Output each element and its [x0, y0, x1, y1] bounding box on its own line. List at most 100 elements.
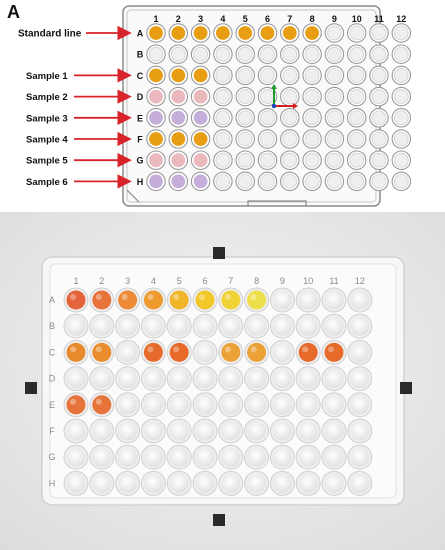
well-highlight	[95, 346, 102, 353]
well-empty	[393, 68, 409, 83]
column-label: 12	[396, 14, 406, 24]
well-filled	[171, 68, 186, 83]
well-empty	[324, 316, 344, 336]
well-empty	[237, 110, 253, 126]
well-empty	[92, 369, 112, 389]
column-label: 6	[265, 14, 270, 24]
well-filled	[149, 110, 163, 125]
well-empty	[195, 421, 215, 441]
well-empty	[195, 395, 215, 415]
well-highlight	[328, 346, 334, 353]
well-highlight	[70, 398, 76, 405]
well-empty	[350, 421, 370, 441]
well-empty	[349, 131, 365, 147]
well-empty	[304, 131, 320, 147]
column-label: 3	[125, 276, 130, 286]
well-empty	[169, 421, 189, 441]
well-empty	[350, 369, 370, 389]
well-empty	[92, 316, 112, 336]
well-empty	[298, 395, 318, 415]
gizmo-origin	[271, 103, 277, 109]
column-label: 5	[177, 276, 182, 286]
well-highlight	[250, 346, 257, 353]
column-label: 6	[202, 276, 207, 286]
well-empty	[371, 110, 387, 126]
well-filled	[143, 290, 163, 310]
well-empty	[247, 369, 267, 389]
well-filled	[247, 290, 267, 310]
gizmo-y-arrow	[271, 84, 277, 89]
well-empty	[215, 152, 231, 168]
well-empty	[260, 131, 275, 147]
row-label: G	[48, 452, 55, 462]
well-empty	[237, 131, 253, 147]
well-empty	[260, 89, 275, 104]
well-empty	[272, 369, 292, 389]
well-filled	[171, 89, 186, 104]
well-filled	[298, 342, 318, 362]
well-empty	[393, 152, 409, 168]
column-label: 7	[287, 14, 292, 24]
well-empty	[66, 316, 86, 336]
well-empty	[118, 342, 138, 362]
well-highlight	[147, 346, 154, 353]
well-highlight	[173, 294, 180, 300]
well-empty	[282, 131, 298, 147]
well-empty	[221, 447, 241, 467]
well-empty	[247, 421, 267, 441]
well-empty	[349, 89, 365, 104]
well-highlight	[224, 294, 231, 300]
well-empty	[349, 25, 365, 41]
well-empty	[169, 473, 189, 493]
well-empty	[324, 395, 344, 415]
well-filled	[118, 290, 138, 310]
well-filled	[282, 26, 297, 40]
well-empty	[66, 447, 86, 467]
well-empty	[371, 68, 387, 83]
row-label: C	[137, 71, 144, 81]
column-label: 4	[220, 14, 225, 24]
well-empty	[92, 447, 112, 467]
well-empty	[282, 152, 298, 168]
well-empty	[237, 152, 253, 168]
well-empty	[215, 174, 231, 189]
row-label: A	[49, 295, 55, 305]
well-empty	[324, 473, 344, 493]
well-empty	[298, 316, 318, 336]
well-empty	[298, 290, 318, 310]
well-filled	[66, 290, 86, 310]
well-filled	[324, 342, 344, 362]
well-empty	[171, 46, 186, 62]
row-annotation-label: Sample 4	[26, 135, 68, 146]
well-empty	[195, 342, 215, 362]
plate-clamp	[213, 514, 225, 526]
well-empty	[393, 110, 409, 126]
column-label: 1	[153, 14, 158, 24]
column-label: 10	[303, 276, 313, 286]
row-label: A	[137, 29, 144, 39]
well-empty	[143, 369, 163, 389]
row-label: E	[137, 113, 143, 123]
well-empty	[324, 369, 344, 389]
well-empty	[260, 174, 275, 189]
well-empty	[327, 110, 342, 126]
well-empty	[143, 447, 163, 467]
row-label: G	[136, 156, 143, 166]
well-empty	[327, 174, 342, 189]
well-filled	[171, 26, 186, 40]
well-empty	[169, 395, 189, 415]
well-empty	[92, 473, 112, 493]
well-empty	[304, 46, 320, 62]
well-empty	[195, 369, 215, 389]
column-label: 10	[352, 14, 362, 24]
well-filled	[149, 68, 163, 83]
well-highlight	[70, 346, 76, 353]
column-label: 1	[73, 276, 78, 286]
column-label: 2	[99, 276, 104, 286]
row-label: D	[137, 92, 144, 102]
well-empty	[324, 447, 344, 467]
well-empty	[169, 447, 189, 467]
well-empty	[371, 174, 387, 189]
well-filled	[193, 153, 208, 168]
